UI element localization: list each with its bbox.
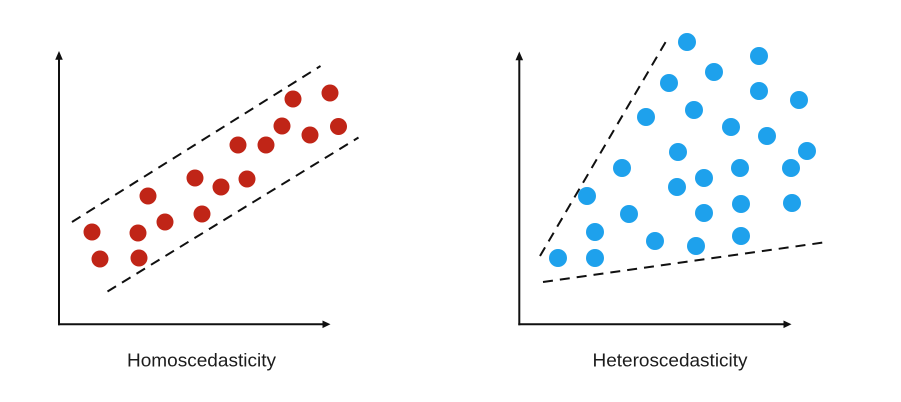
- svg-text:Heteroscedasticity: Heteroscedasticity: [593, 350, 749, 371]
- svg-text:Homoscedasticity: Homoscedasticity: [127, 350, 277, 371]
